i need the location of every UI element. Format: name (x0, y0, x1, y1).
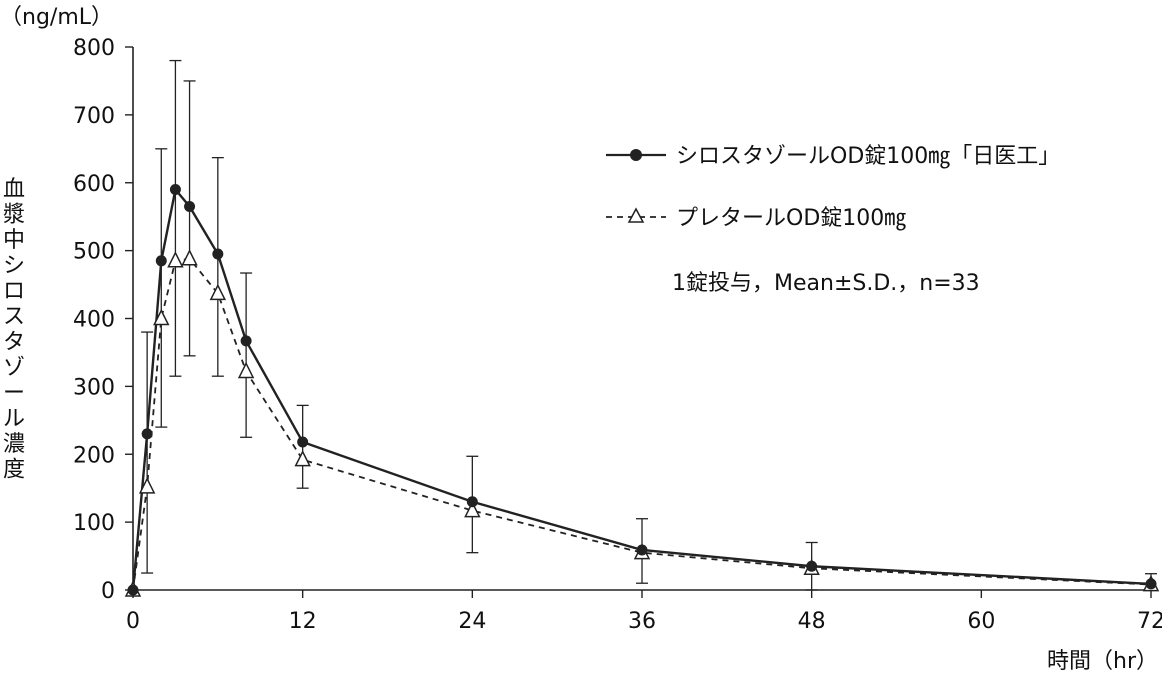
series-1-marker (184, 201, 196, 213)
y-axis-label-char: シ (3, 254, 25, 279)
series-1-marker (297, 436, 309, 448)
y-tick-label: 600 (73, 172, 115, 197)
y-axis-label-char: 漿 (3, 203, 25, 228)
y-axis-label-char: タ (3, 330, 25, 355)
axes (125, 46, 1152, 598)
y-unit-label: （ng/mL） (0, 5, 113, 30)
y-tick-label: 800 (73, 36, 115, 61)
y-axis-label-char: ゾ (3, 356, 25, 381)
series-1-marker (240, 335, 252, 347)
series-1-marker (127, 584, 139, 596)
x-tick-label: 72 (1137, 609, 1162, 634)
x-tick-label: 12 (289, 609, 317, 634)
legend: シロスタゾールOD錠100㎎「日医工」 プレタールOD錠100㎎ 1錠投与，Me… (606, 144, 1060, 296)
x-tick-label: 0 (126, 609, 140, 634)
series-1-marker (1145, 578, 1157, 590)
series-lines (131, 186, 1152, 591)
annotation: 1錠投与，Mean±S.D.，n=33 (672, 271, 980, 296)
y-axis-label-char: 血 (3, 177, 25, 202)
series-1-marker (155, 255, 167, 267)
y-tick-label: 0 (101, 579, 115, 604)
series-1-marker (169, 184, 181, 196)
x-tick-label: 36 (628, 609, 656, 634)
y-axis-label-char: ル (3, 407, 25, 432)
x-tick-label: 48 (798, 609, 826, 634)
series-1-marker (141, 428, 153, 440)
error-bars (141, 59, 1157, 591)
series-1-marker (806, 560, 818, 572)
series-line-1 (131, 186, 1152, 591)
series-2-marker (153, 308, 170, 326)
series-2-marker (237, 361, 255, 379)
y-axis-label-char: ス (3, 305, 25, 330)
y-axis-label-char: 度 (3, 458, 25, 483)
series-2-marker (209, 283, 227, 301)
legend-label-1: シロスタゾールOD錠100㎎「日医工」 (676, 144, 1060, 170)
series-1-marker (212, 248, 224, 260)
series-1-marker (636, 544, 648, 556)
x-tick-label: 24 (458, 609, 486, 634)
legend-marker-1 (630, 149, 642, 161)
y-tick-label: 100 (73, 511, 115, 536)
y-tick-label: 500 (73, 240, 115, 265)
x-tick-label: 60 (967, 609, 995, 634)
tick-labels: 0 100 200 300 400 500 600 700 800 0 12 24 36 48 60 72 (73, 36, 1162, 634)
legend-marker-2 (627, 207, 645, 223)
y-axis-label-char: 濃 (3, 432, 25, 457)
y-axis-label-char: 中 (3, 228, 25, 253)
y-tick-label: 700 (73, 104, 115, 129)
y-axis-label-char: ロ (3, 279, 25, 304)
series-line-2 (132, 257, 1152, 591)
series-2-marker (167, 251, 184, 268)
series-2-marker (464, 500, 481, 518)
series-2-marker (181, 249, 198, 266)
series-markers (124, 184, 1160, 597)
y-tick-label: 400 (73, 308, 115, 333)
series-2-marker (138, 477, 156, 494)
legend-label-2: プレタールOD錠100㎎ (676, 206, 906, 232)
x-axis-label: 時間（hr） (1047, 649, 1158, 674)
series-1-marker (466, 496, 478, 508)
series-2-marker (294, 450, 311, 467)
y-tick-label: 200 (73, 443, 115, 468)
y-axis-label-char: ー (3, 381, 25, 406)
y-tick-label: 300 (73, 375, 115, 400)
